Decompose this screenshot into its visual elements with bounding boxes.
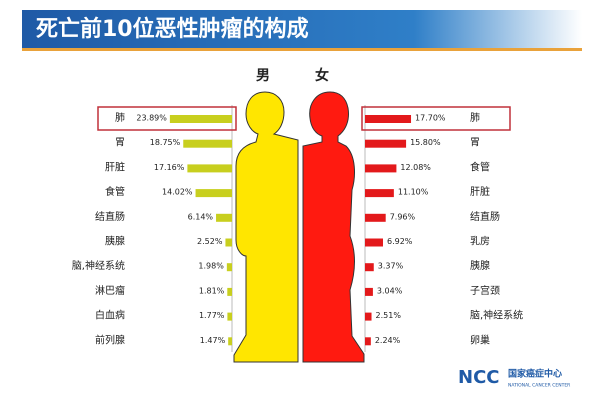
category-label: 胰腺 <box>470 259 490 272</box>
bar <box>227 312 232 321</box>
male-title: 男 <box>256 68 270 84</box>
category-label: 食管 <box>105 185 125 198</box>
category-label: 淋巴瘤 <box>95 284 125 297</box>
bar <box>225 238 232 247</box>
logo-subtitle: NATIONAL CANCER CENTER <box>508 383 570 389</box>
category-label: 卵巢 <box>470 333 490 346</box>
value-label: 14.02% <box>162 188 193 197</box>
bar <box>227 287 232 296</box>
male-body <box>233 91 299 363</box>
category-label: 肝脏 <box>470 185 490 198</box>
category-label: 结直肠 <box>95 210 125 223</box>
bar <box>365 213 386 222</box>
value-label: 12.08% <box>400 163 431 172</box>
female-title: 女 <box>315 67 329 84</box>
value-label: 17.70% <box>415 114 446 123</box>
bar <box>365 164 397 173</box>
value-label: 1.81% <box>199 286 225 295</box>
value-label: 1.77% <box>199 311 225 320</box>
value-label: 6.92% <box>387 237 413 246</box>
value-label: 2.51% <box>376 311 402 320</box>
category-label: 前列腺 <box>95 333 125 346</box>
highlight-box <box>97 106 237 131</box>
value-label: 18.75% <box>150 138 181 147</box>
female-body <box>302 91 365 363</box>
bar <box>183 139 232 148</box>
bar <box>228 337 232 346</box>
value-label: 1.98% <box>198 262 224 271</box>
category-label: 白血病 <box>95 309 125 322</box>
header-rule <box>22 48 582 51</box>
bar <box>365 139 407 148</box>
bar <box>216 213 232 222</box>
category-label: 食管 <box>470 160 490 173</box>
value-label: 6.14% <box>188 212 214 221</box>
value-label: 11.10% <box>398 188 429 197</box>
category-label: 肝脏 <box>105 160 125 173</box>
value-label: 1.47% <box>200 336 226 345</box>
value-label: 15.80% <box>410 138 441 147</box>
category-label: 胰腺 <box>105 235 125 248</box>
value-label: 2.24% <box>375 336 401 345</box>
bar <box>365 238 383 247</box>
bar <box>365 312 372 321</box>
category-label: 子宫颈 <box>470 284 500 297</box>
bar <box>226 263 232 272</box>
bar <box>365 287 373 296</box>
bar <box>365 189 394 198</box>
category-label: 结直肠 <box>470 210 500 223</box>
logo-mark: NCC <box>458 367 499 388</box>
category-label: 脑,神经系统 <box>72 259 125 272</box>
logo-name: 国家癌症中心 <box>508 368 562 380</box>
header-bar <box>22 10 582 48</box>
bar <box>365 115 412 123</box>
value-label: 17.16% <box>154 163 185 172</box>
category-label: 胃 <box>115 137 125 149</box>
slide-title: 死亡前10位恶性肿瘤的构成 <box>36 16 309 42</box>
value-label: 7.96% <box>390 212 416 221</box>
highlight-box <box>361 106 511 131</box>
value-label: 23.89% <box>136 114 167 123</box>
bar <box>195 189 232 198</box>
category-label: 脑,神经系统 <box>470 309 523 322</box>
bar <box>365 263 374 272</box>
value-label: 3.37% <box>378 262 404 271</box>
value-label: 3.04% <box>377 286 403 295</box>
bar <box>187 164 232 173</box>
category-label: 乳房 <box>470 235 490 248</box>
category-label: 肺 <box>470 112 480 124</box>
category-label: 肺 <box>115 112 125 124</box>
category-label: 胃 <box>470 137 480 149</box>
bar <box>365 337 371 346</box>
bar <box>169 115 232 123</box>
value-label: 2.52% <box>197 237 223 246</box>
